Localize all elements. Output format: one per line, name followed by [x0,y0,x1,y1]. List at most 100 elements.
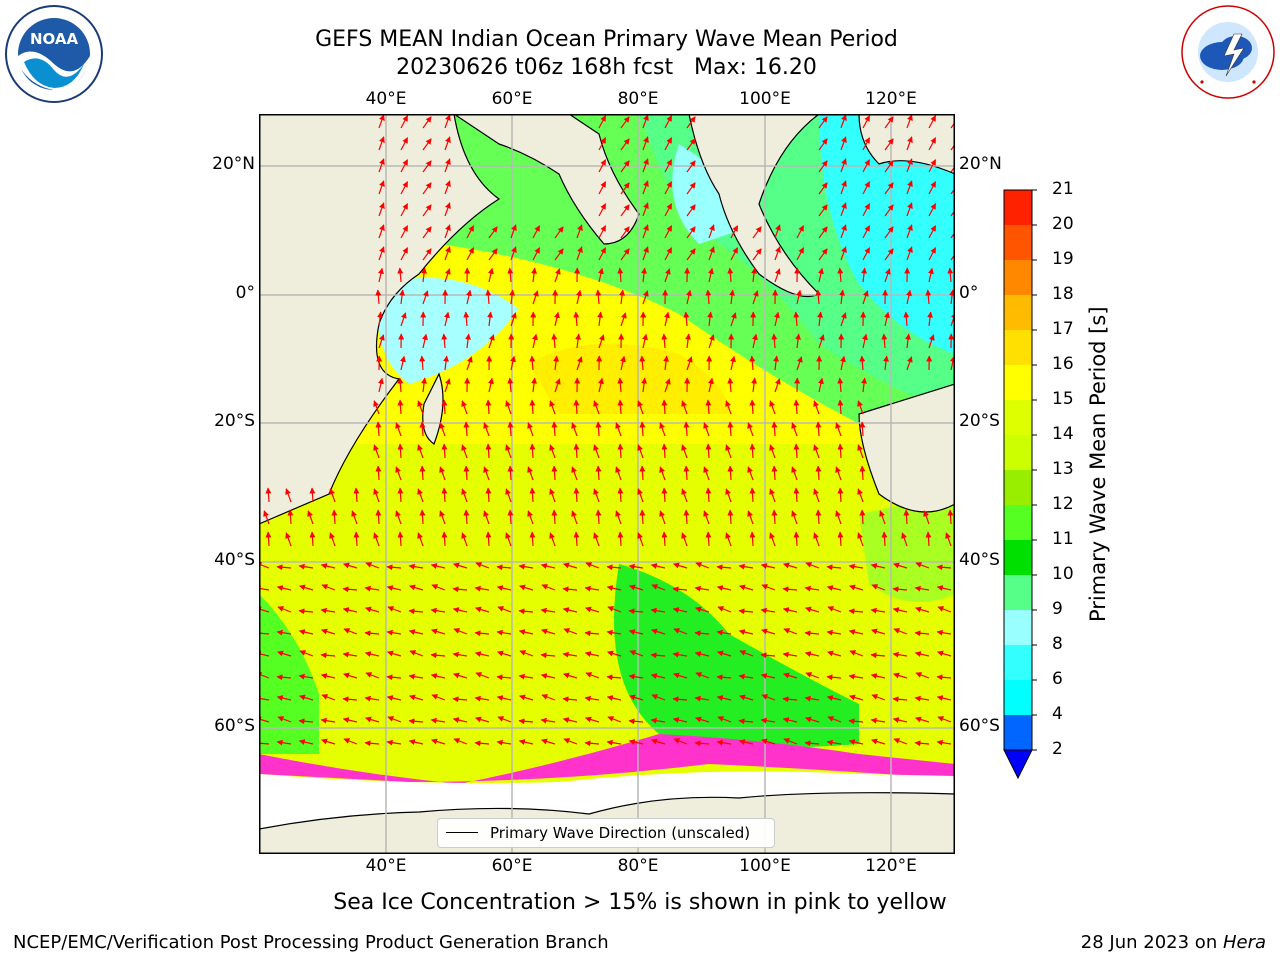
wave-direction-arrow [573,487,580,503]
wave-direction-arrow [540,563,556,569]
wave-direction-arrow [400,312,407,327]
wave-direction-arrow [835,422,842,437]
wave-direction-arrow [452,696,468,703]
wave-direction-arrow [730,312,737,327]
wave-direction-arrow [598,377,604,393]
wave-direction-arrow [827,716,842,723]
wave-direction-arrow [859,509,866,525]
wave-direction-arrow [573,443,580,459]
wave-direction-arrow [914,585,930,592]
wave-direction-arrow [915,716,930,723]
colorbar-tick-label: 4 [1052,704,1063,724]
wave-direction-arrow [716,674,732,681]
wave-direction-arrow [584,585,600,592]
wave-direction-arrow [488,267,494,283]
wave-direction-arrow [576,356,583,371]
wave-direction-arrow [554,378,561,393]
lat-tick-left-20n: 20°N [212,154,255,174]
map-frame [259,114,955,854]
wave-direction-arrow [529,355,536,371]
wave-direction-arrow [320,652,336,659]
wave-direction-arrow [551,509,558,525]
wave-direction-arrow [751,267,758,283]
wave-direction-arrow [364,740,380,747]
wave-direction-arrow [642,136,649,151]
wave-direction-arrow [837,267,844,283]
zone-cyan-west [377,277,519,384]
wave-direction-arrow [815,289,822,305]
wave-direction-arrow [373,400,380,415]
wave-direction-arrow [892,586,908,593]
colorbar-title: Primary Wave Mean Period [s] [1086,306,1110,622]
wave-direction-arrow [705,443,712,459]
wave-direction-arrow [747,510,754,525]
wave-direction-arrow [441,333,448,349]
wave-direction-arrow [431,584,446,591]
wave-direction-arrow [637,532,644,547]
wave-direction-arrow [422,333,428,349]
wave-direction-arrow [796,247,805,261]
wave-direction-arrow [463,311,470,327]
wave-direction-arrow [378,180,385,195]
wave-direction-arrow [857,488,864,503]
wave-direction-arrow [857,400,864,415]
sea-ice-edge [259,734,955,784]
wave-direction-arrow [884,116,894,129]
wave-direction-arrow [818,160,828,173]
wave-direction-arrow [422,116,432,129]
wave-direction-arrow [949,289,955,305]
wave-direction-arrow [906,180,913,195]
wave-direction-arrow [782,607,798,613]
wave-direction-arrow [901,532,908,547]
wave-direction-arrow [298,608,314,615]
wave-direction-arrow [431,694,446,701]
wave-direction-arrow [862,290,869,305]
colorbar-tick-label: 2 [1052,739,1063,759]
wave-direction-arrow [430,607,446,614]
wave-direction-arrow [532,247,541,261]
wave-direction-arrow [783,562,798,569]
wave-direction-arrow [840,224,847,239]
wave-direction-arrow [422,290,429,305]
wave-direction-arrow [835,510,842,525]
wave-direction-arrow [950,204,955,217]
wave-direction-arrow [321,694,336,701]
wave-direction-arrow [857,532,864,547]
wave-direction-arrow [628,739,644,745]
wave-direction-arrow [661,333,668,349]
wave-direction-arrow [892,607,908,613]
wave-direction-arrow [928,115,937,129]
wave-direction-arrow [639,421,646,437]
wave-direction-arrow [703,466,710,481]
wave-direction-arrow [893,562,908,569]
wave-direction-arrow [672,607,688,613]
wave-direction-arrow [664,247,673,261]
wave-direction-arrow [892,696,908,703]
colorbar-tick-label: 20 [1052,214,1074,234]
wave-direction-arrow [375,509,382,525]
wave-direction-arrow [483,510,490,525]
wave-direction-arrow [650,652,666,659]
lon-tick-top-80e: 80°E [617,89,659,109]
wave-direction-arrow [444,246,451,261]
wave-direction-arrow [804,651,820,657]
wave-direction-arrow [628,608,644,615]
wave-direction-arrow [518,608,534,615]
wave-direction-arrow [862,203,871,217]
wave-direction-arrow [695,606,710,613]
wave-direction-arrow [637,444,644,459]
wave-direction-arrow [773,355,780,371]
wave-direction-arrow [617,267,624,283]
wave-direction-arrow [936,629,952,636]
wave-direction-arrow [541,584,556,591]
wave-direction-arrow [342,717,358,723]
wave-direction-arrow [760,673,776,679]
wave-direction-arrow [848,629,864,635]
wave-direction-arrow [474,651,490,657]
lon-tick-top-40e: 40°E [365,89,407,109]
wave-direction-arrow [397,399,404,415]
wave-direction-arrow [837,399,844,415]
wave-direction-arrow [817,311,824,327]
wave-direction-arrow [397,531,404,547]
wave-direction-arrow [629,694,644,701]
